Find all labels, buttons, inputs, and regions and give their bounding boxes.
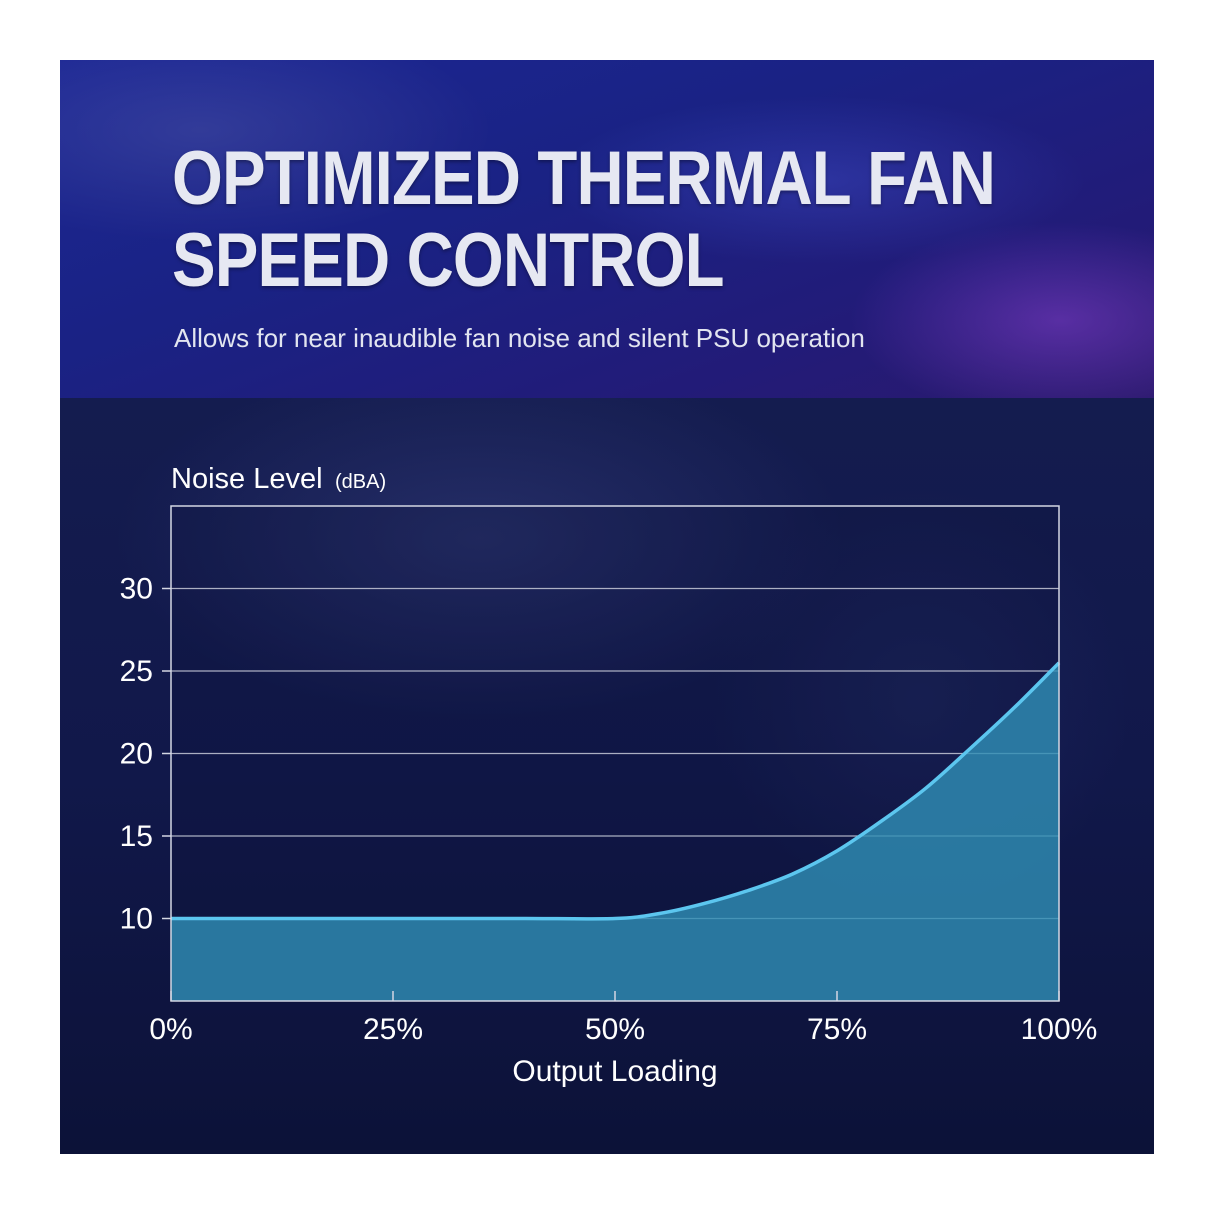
x-tick-label-2: 50% — [585, 1013, 645, 1046]
y-tick-label-30: 30 — [120, 573, 153, 606]
y-axis-label: Noise Level — [171, 463, 323, 495]
y-axis-unit: (dBA) — [335, 471, 386, 493]
y-axis-title: Noise Level (dBA) — [171, 463, 386, 495]
header-banner — [60, 60, 1154, 398]
page-title: OPTIMIZED THERMAL FAN SPEED CONTROL — [172, 136, 996, 303]
plot-area-group: 10 15 20 25 30 0% 25% 50% 75% 100% — [120, 505, 1098, 1047]
series-line — [171, 661, 1061, 921]
x-tick-label-4: 100% — [1021, 1013, 1098, 1046]
y-tick-label-10: 10 — [120, 903, 153, 936]
x-axis-label: Output Loading — [512, 1055, 717, 1088]
y-tick-label-20: 20 — [120, 738, 153, 771]
chart-panel: OPTIMIZED THERMAL FAN SPEED CONTROL Allo… — [60, 60, 1154, 1154]
series-area — [171, 662, 1059, 1001]
x-tick-label-3: 75% — [807, 1013, 867, 1046]
x-tick-label-0: 0% — [149, 1013, 192, 1046]
tick-marks — [162, 587, 1060, 1001]
x-tick-label-1: 25% — [363, 1013, 423, 1046]
noise-chart: 10 15 20 25 30 0% 25% 50% 75% 100% Noise Level (d… — [120, 463, 1098, 1088]
y-tick-label-25: 25 — [120, 655, 153, 688]
page-subtitle: Allows for near inaudible fan noise and … — [174, 323, 865, 353]
y-tick-label-15: 15 — [120, 820, 153, 853]
tick-labels: 10 15 20 25 30 0% 25% 50% 75% 100% — [120, 573, 1098, 1047]
